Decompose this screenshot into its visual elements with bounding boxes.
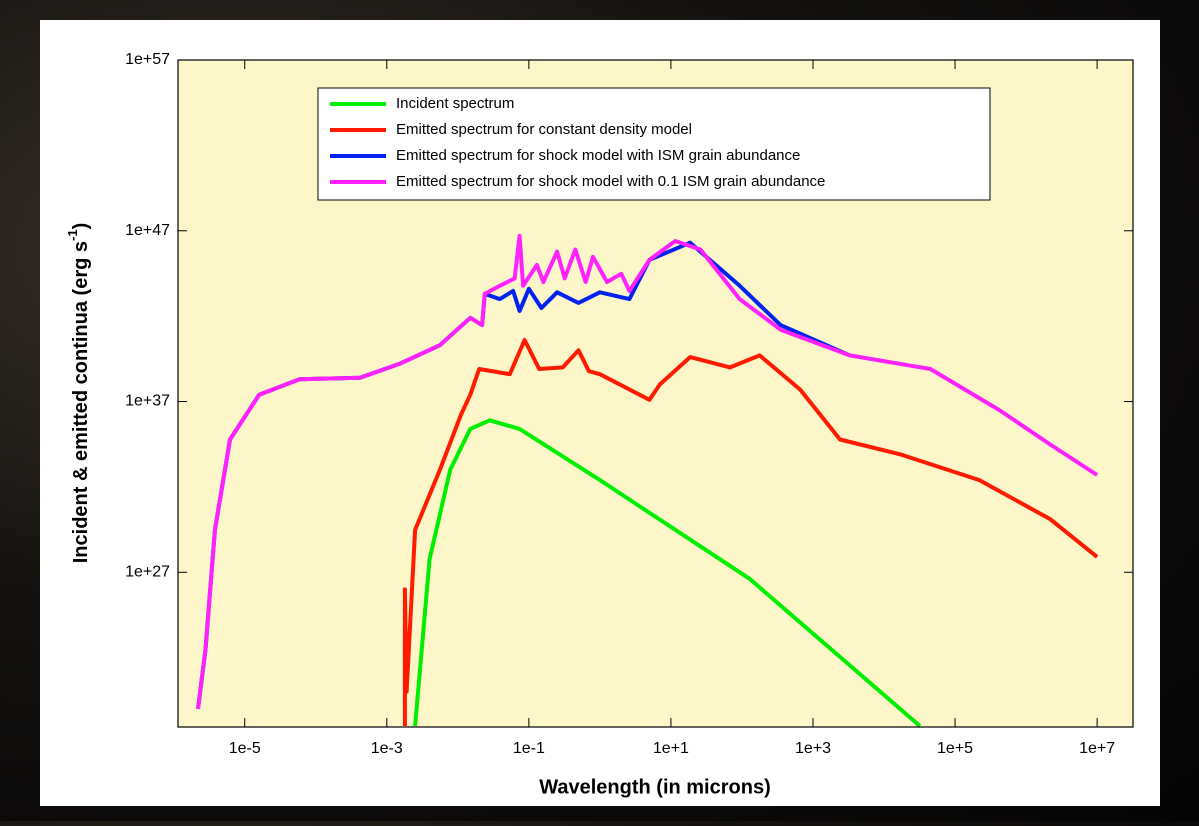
legend-label: Emitted spectrum for shock model with 0.… (396, 173, 825, 190)
x-axis-title: Wavelength (in microns) (539, 776, 771, 798)
series-line (402, 338, 1099, 726)
y-tick-label: 1e+27 (125, 564, 170, 581)
x-tick-label: 1e-3 (371, 740, 403, 757)
x-tick-label: 1e+5 (937, 740, 973, 757)
legend: Incident spectrum Emitted spectrum for co… (330, 95, 825, 190)
legend-label: Incident spectrum (396, 95, 514, 112)
legend-box (317, 87, 991, 201)
legend-label: Emitted spectrum for shock model with IS… (396, 147, 800, 164)
y-axis-title-part: Incident & emitted continua (erg s (70, 241, 92, 563)
y-axis-title: Incident & emitted continua (erg s-1) (65, 223, 92, 564)
plot-frame (177, 59, 1134, 728)
x-tick-label: 1e+1 (653, 740, 689, 757)
series-line (413, 418, 922, 727)
y-tick-label: 1e+37 (125, 393, 170, 410)
x-tick-label: 1e+7 (1079, 740, 1115, 757)
lines (196, 233, 1099, 727)
legend-label: Emitted spectrum for constant density mo… (396, 121, 692, 138)
y-tick-label: 1e+57 (125, 51, 170, 68)
x-tick-label: 1e-5 (229, 740, 261, 757)
y-axis-title-part: ) (70, 223, 92, 230)
x-tick-label: 1e+3 (795, 740, 831, 757)
y-axis-title-sup: -1 (65, 229, 80, 241)
x-tick-label: 1e-1 (513, 740, 545, 757)
y-tick-label: 1e+47 (125, 222, 170, 239)
series-line (196, 233, 1099, 710)
